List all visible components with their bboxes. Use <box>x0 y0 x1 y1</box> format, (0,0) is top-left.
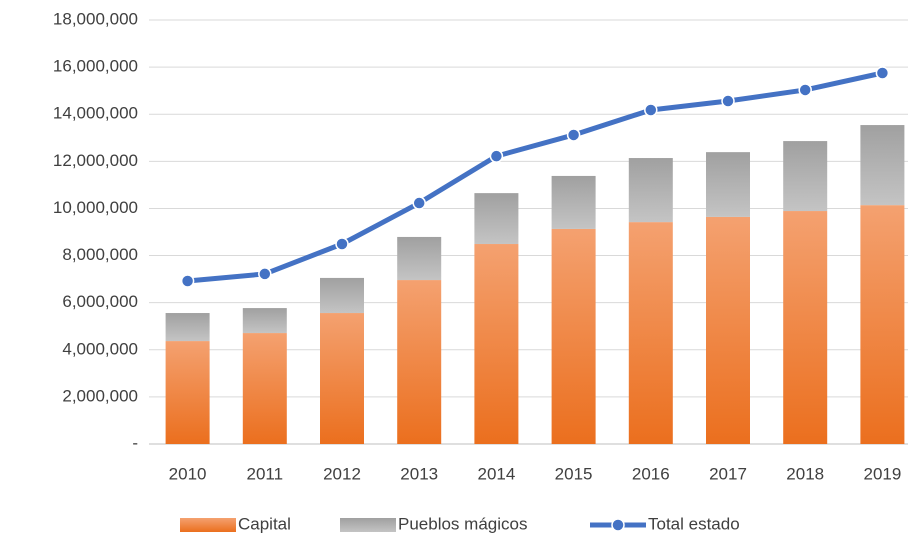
bar <box>242 333 287 444</box>
legend-swatch <box>180 518 236 532</box>
bar <box>165 341 210 444</box>
line-marker <box>412 196 426 210</box>
bar <box>474 244 519 444</box>
bar <box>320 313 364 444</box>
y-tick-label: 8,000,000 <box>62 245 138 264</box>
y-tick-label: 2,000,000 <box>62 386 138 405</box>
line-marker <box>875 66 890 80</box>
line-marker <box>566 128 581 142</box>
bar <box>706 216 750 444</box>
x-tick-label: 2013 <box>400 464 438 483</box>
bar <box>860 205 905 444</box>
y-tick-label: 14,000,000 <box>53 104 138 123</box>
line-marker <box>335 237 349 251</box>
bar <box>397 280 442 444</box>
line-marker <box>721 94 735 108</box>
bar <box>551 228 596 444</box>
bar <box>165 313 210 342</box>
bar <box>551 175 596 229</box>
x-tick-label: 2019 <box>863 464 901 483</box>
x-tick-label: 2011 <box>247 464 284 483</box>
x-tick-label: 2016 <box>632 464 670 483</box>
y-tick-label: 16,000,000 <box>53 57 138 76</box>
x-tick-label: 2010 <box>169 464 207 483</box>
x-tick-label: 2015 <box>555 464 593 483</box>
line <box>187 70 883 284</box>
x-tick-label: 2014 <box>477 464 515 483</box>
y-tick-label: 10,000,000 <box>53 198 138 217</box>
bar <box>397 236 442 281</box>
y-tick-label: 18,000,000 <box>53 9 138 28</box>
line-marker <box>798 83 812 97</box>
legend-label: Total estado <box>648 514 740 533</box>
bar <box>783 141 828 212</box>
y-tick-label: - <box>132 433 138 452</box>
bar <box>242 308 287 334</box>
bar <box>860 125 905 206</box>
line-marker <box>180 274 195 288</box>
bar <box>783 211 828 444</box>
line-marker <box>644 103 658 117</box>
x-tick-label: 2012 <box>323 464 361 483</box>
x-tick-label: 2017 <box>709 464 747 483</box>
y-tick-label: 4,000,000 <box>62 339 138 358</box>
legend-marker <box>611 518 625 532</box>
bar <box>320 277 364 314</box>
legend-swatch <box>340 518 396 532</box>
y-tick-label: 6,000,000 <box>62 292 138 311</box>
line-marker <box>258 267 272 281</box>
y-tick-label: 12,000,000 <box>53 151 138 170</box>
legend-label: Capital <box>238 514 291 533</box>
bar <box>706 152 750 217</box>
bar <box>474 193 519 245</box>
line-marker <box>489 149 504 163</box>
legend-label: Pueblos mágicos <box>398 514 527 533</box>
bar <box>628 222 673 444</box>
bar <box>628 158 673 223</box>
x-tick-label: 2018 <box>786 464 824 483</box>
